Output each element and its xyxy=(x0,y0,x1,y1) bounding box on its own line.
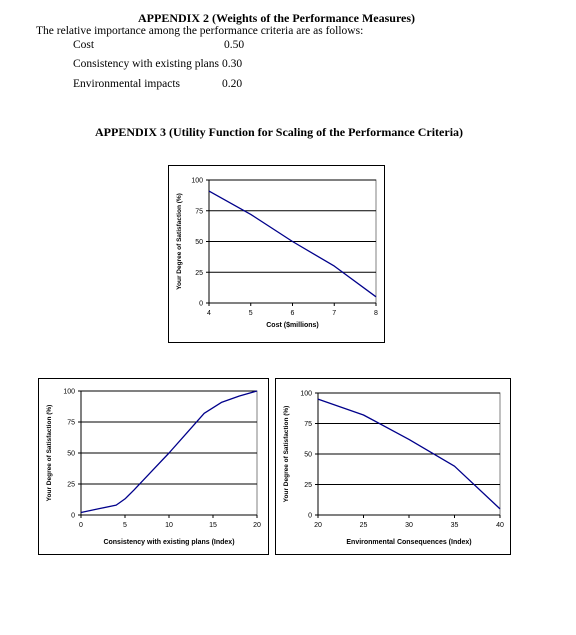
y-tick-label: 0 xyxy=(308,513,312,520)
y-tick-label: 50 xyxy=(67,451,75,458)
y-tick-label: 25 xyxy=(304,482,312,489)
utility-curve xyxy=(208,190,377,298)
consistency-chart-frame: 0 25 50 75 100 0 5 10 15 20 Consistency with exist… xyxy=(38,378,269,555)
weight-name-environmental: Environmental impacts xyxy=(73,78,180,90)
x-tick-label: 4 xyxy=(207,310,211,317)
cost-utility-chart: 0 25 50 75 100 4 5 6 7 8 Cost ($millions) Your Degr… xyxy=(176,178,378,330)
y-tick-label: 75 xyxy=(67,420,75,427)
environmental-utility-chart: 0 25 50 75 100 20 25 30 35 40 Environmental Conseq… xyxy=(283,391,504,547)
x-tick-label: 30 xyxy=(405,522,413,529)
x-tick-label: 25 xyxy=(360,522,368,529)
x-tick-label: 7 xyxy=(332,310,336,317)
x-tick-label: 20 xyxy=(314,522,322,529)
x-tick-label: 6 xyxy=(291,310,295,317)
y-tick-label: 25 xyxy=(195,270,203,277)
x-tick-label: 40 xyxy=(496,522,504,529)
y-axis-title: Your Degree of Satisfaction (%) xyxy=(176,193,183,290)
consistency-utility-chart: 0 25 50 75 100 0 5 10 15 20 Consistency with exist… xyxy=(46,389,261,547)
y-axis-title: Your Degree of Satisfaction (%) xyxy=(46,405,53,502)
utility-curve xyxy=(317,398,501,510)
environmental-chart-frame: 0 25 50 75 100 20 25 30 35 40 Environmental Conseq… xyxy=(275,378,511,555)
y-tick-label: 100 xyxy=(63,389,75,396)
appendix2-title: APPENDIX 2 (Weights of the Performance M… xyxy=(138,11,416,25)
cost-chart-frame: 0 25 50 75 100 4 5 6 7 8 Cost ($millions) Your Degr… xyxy=(168,165,385,343)
weight-value-consistency: 0.30 xyxy=(222,58,243,70)
y-tick-label: 100 xyxy=(300,391,312,398)
y-tick-label: 100 xyxy=(191,178,203,185)
x-tick-label: 35 xyxy=(451,522,459,529)
weight-value-cost: 0.50 xyxy=(224,39,245,51)
y-tick-label: 50 xyxy=(304,452,312,459)
utility-curve xyxy=(80,390,258,514)
y-tick-label: 50 xyxy=(195,239,203,246)
appendix2-intro: The relative importance among the perfor… xyxy=(36,25,364,37)
x-axis-title: Cost ($millions) xyxy=(266,322,319,329)
y-tick-label: 25 xyxy=(67,482,75,489)
y-tick-label: 75 xyxy=(304,421,312,428)
y-tick-label: 0 xyxy=(199,301,203,308)
y-axis-title: Your Degree of Satisfaction (%) xyxy=(283,406,290,503)
x-tick-label: 8 xyxy=(374,310,378,317)
y-tick-label: 75 xyxy=(195,208,203,215)
appendix3-title: APPENDIX 3 (Utility Function for Scaling… xyxy=(95,125,464,139)
x-tick-label: 10 xyxy=(165,522,173,529)
x-axis-title: Environmental Consequences (Index) xyxy=(346,539,471,546)
x-tick-label: 5 xyxy=(249,310,253,317)
y-tick-label: 0 xyxy=(71,513,75,520)
weight-value-environmental: 0.20 xyxy=(222,78,243,90)
x-tick-label: 15 xyxy=(209,522,217,529)
x-axis-title: Consistency with existing plans (Index) xyxy=(103,539,234,546)
weight-name-cost: Cost xyxy=(73,39,95,51)
weight-name-consistency: Consistency with existing plans xyxy=(73,58,219,70)
x-tick-label: 20 xyxy=(253,522,261,529)
x-tick-label: 0 xyxy=(79,522,83,529)
x-tick-label: 5 xyxy=(123,522,127,529)
